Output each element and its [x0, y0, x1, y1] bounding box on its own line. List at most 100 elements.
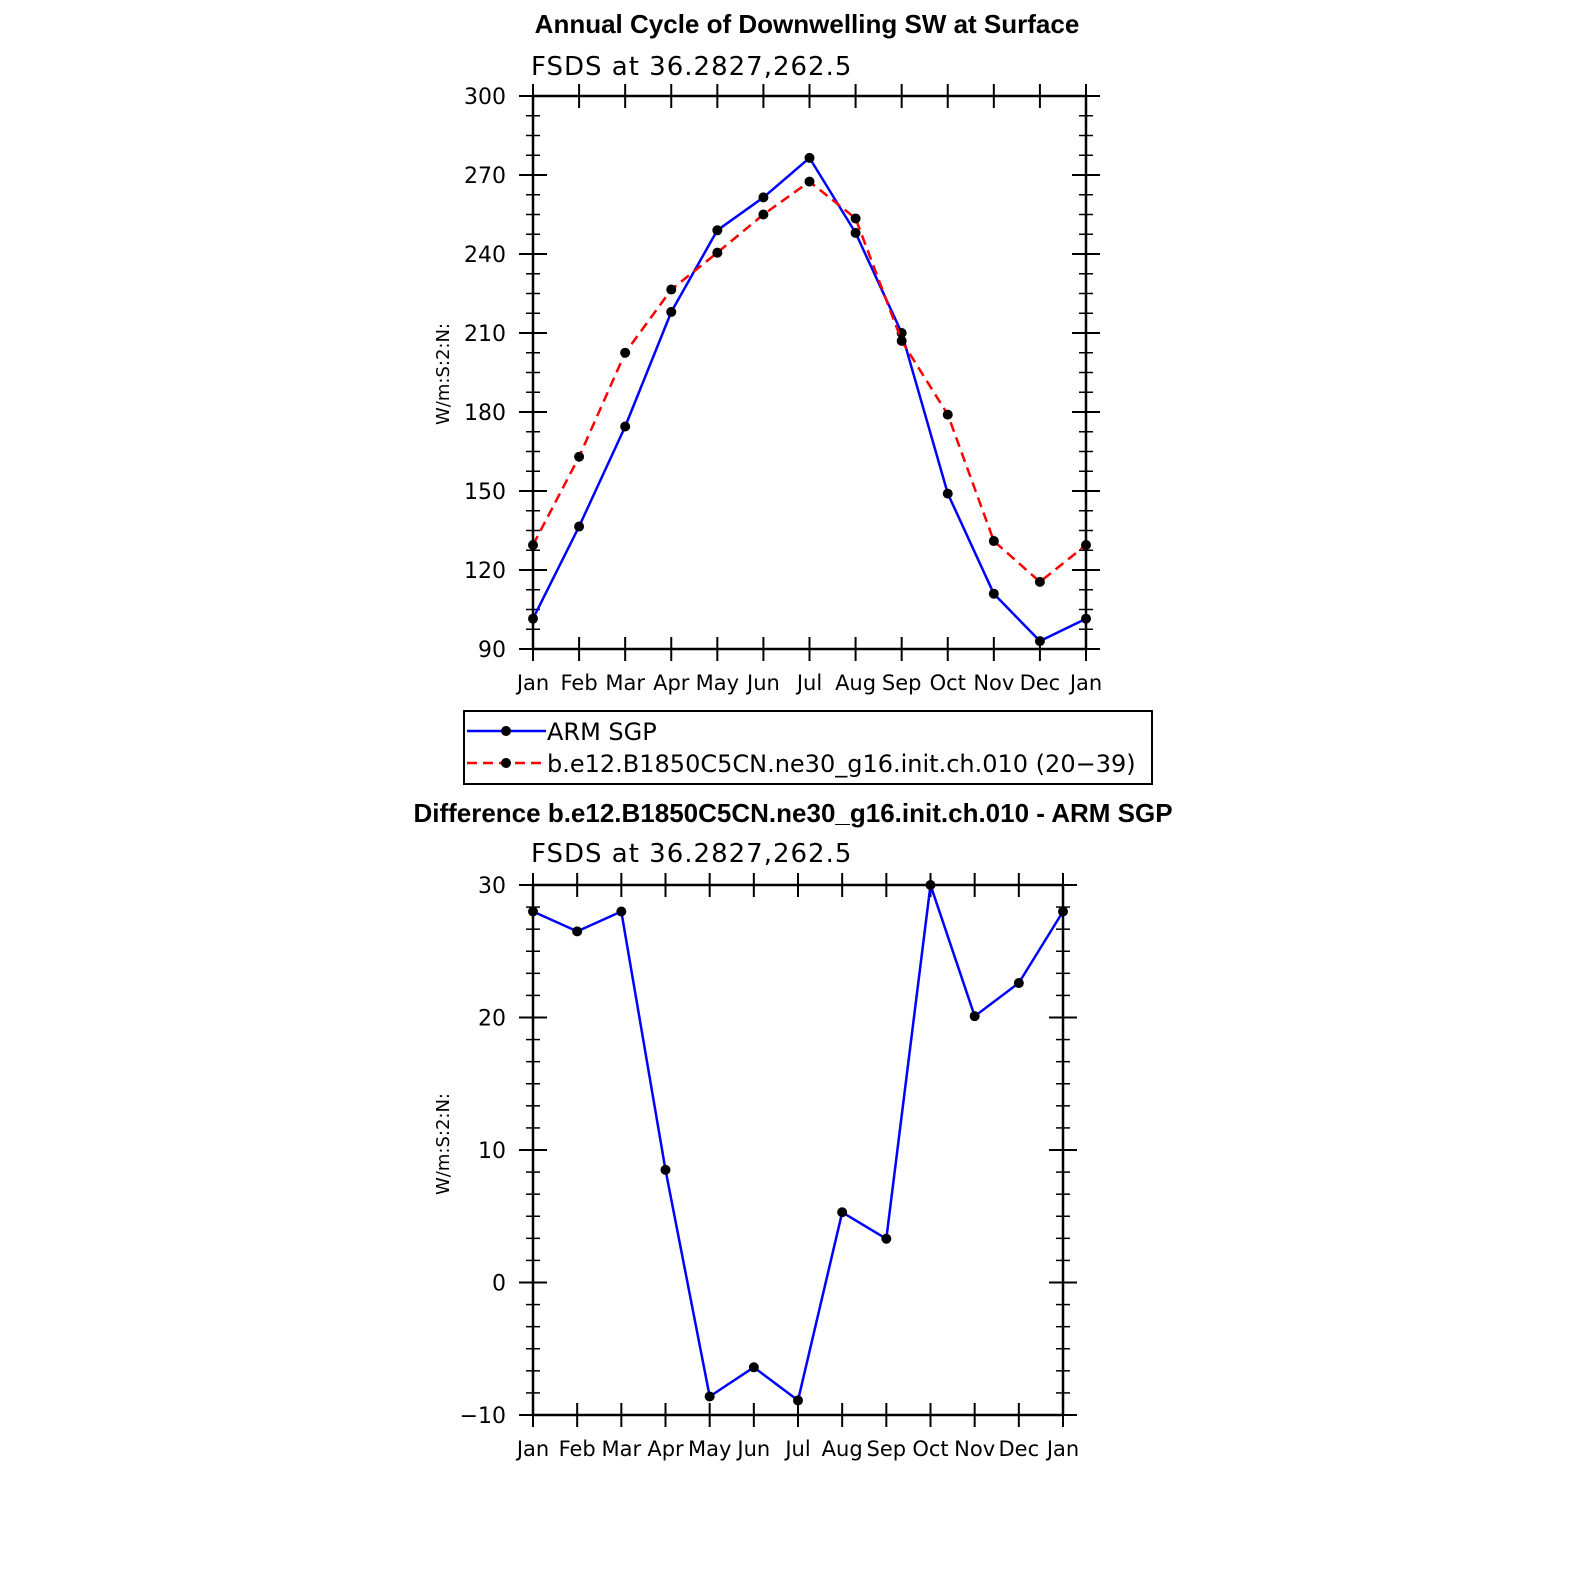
x-tick-label: Apr — [647, 1437, 684, 1461]
y-axis-label: W/m:S:2:N: — [433, 323, 454, 425]
x-tick-labels: Jan Feb Mar Apr May Jun Jul Aug Sep Oct Nov Dec Jan — [515, 1437, 1079, 1461]
axes-frame — [531, 883, 1065, 1417]
difference-chart: Difference b.e12.B1850C5CN.ne30_g16.init… — [413, 798, 1172, 1461]
y-tick-label: 180 — [464, 401, 506, 426]
data-point — [988, 536, 999, 547]
y-tick-label: 30 — [478, 874, 506, 899]
x-tick-label: Jan — [1068, 671, 1102, 695]
y-tick-label: 300 — [464, 85, 506, 110]
series-line-0 — [531, 156, 1087, 643]
data-point — [804, 176, 815, 187]
series-line-0 — [532, 883, 1065, 1402]
x-tick-label: Jan — [515, 671, 549, 695]
data-point — [793, 1395, 803, 1406]
data-point — [1058, 906, 1068, 917]
data-point — [528, 539, 538, 550]
data-point — [572, 926, 583, 937]
y-tick-label: 20 — [478, 1007, 506, 1032]
data-point — [804, 152, 815, 163]
data-point — [850, 227, 861, 238]
x-tick-label: May — [696, 671, 739, 695]
x-tick-label: Sep — [882, 671, 922, 695]
x-tick-label: Nov — [954, 1437, 995, 1461]
data-point — [704, 1391, 715, 1402]
data-point — [969, 1011, 980, 1022]
y-tick-label: 10 — [478, 1139, 506, 1164]
data-point — [574, 451, 585, 462]
annual-cycle-chart: Annual Cycle of Downwelling SW at Surfac… — [433, 9, 1102, 695]
axis-ticks — [519, 873, 1077, 1427]
x-tick-label: Jun — [745, 671, 780, 695]
chart-title: Difference b.e12.B1850C5CN.ne30_g16.init… — [413, 798, 1172, 828]
data-point — [758, 192, 769, 203]
x-tick-label: Nov — [973, 671, 1014, 695]
x-tick-label: Jun — [735, 1437, 770, 1461]
legend: ARM SGP b.e12.B1850C5CN.ne30_g16.init.ch… — [463, 710, 1153, 785]
x-tick-label: Feb — [559, 1437, 596, 1461]
data-point — [942, 488, 953, 499]
data-point — [712, 247, 723, 258]
data-series — [528, 152, 1091, 647]
x-tick-label: Jul — [783, 1437, 810, 1461]
legend-label-arm-sgp: ARM SGP — [547, 718, 657, 746]
data-point — [528, 906, 538, 917]
y-tick-label: 0 — [492, 1272, 506, 1297]
x-tick-label: May — [688, 1437, 731, 1461]
x-tick-label: Dec — [1020, 671, 1061, 695]
data-point — [666, 306, 677, 317]
data-point — [712, 225, 723, 236]
y-tick-label: 240 — [464, 243, 506, 268]
data-point — [942, 409, 953, 420]
axis-ticks — [519, 84, 1100, 661]
y-tick-label: 150 — [464, 480, 506, 505]
chart-subtitle: FSDS at 36.2827,262.5 — [531, 52, 852, 82]
data-point — [837, 1207, 848, 1218]
x-tick-label: Aug — [835, 671, 876, 695]
data-point — [1081, 539, 1091, 550]
y-tick-label: 120 — [464, 559, 506, 584]
chart-title: Annual Cycle of Downwelling SW at Surfac… — [535, 9, 1080, 39]
data-point — [620, 421, 631, 432]
data-point — [850, 213, 861, 224]
data-point — [666, 284, 677, 295]
series-line-1 — [531, 180, 1087, 584]
data-point — [1034, 576, 1045, 587]
y-tick-labels: 90 120 150 180 210 240 270 300 — [464, 85, 506, 663]
data-point — [896, 335, 907, 346]
plot-frame — [531, 883, 1065, 1417]
data-point — [660, 1164, 671, 1175]
x-tick-label: Jan — [1045, 1437, 1079, 1461]
legend-marker-arm-sgp — [501, 726, 511, 736]
data-series — [528, 880, 1068, 1406]
x-tick-labels: Jan Feb Mar Apr May Jun Jul Aug Sep Oct Nov Dec Jan — [515, 671, 1102, 695]
data-point — [616, 906, 627, 917]
y-tick-labels: −10 0 10 20 30 — [460, 874, 506, 1429]
data-point — [1081, 613, 1091, 624]
x-tick-label: Mar — [602, 1437, 642, 1461]
x-tick-label: Jan — [515, 1437, 549, 1461]
data-point — [1013, 978, 1024, 989]
data-point — [896, 328, 907, 338]
data-point — [1034, 636, 1045, 647]
x-tick-label: Mar — [605, 671, 645, 695]
legend-label-model: b.e12.B1850C5CN.ne30_g16.init.ch.010 (20… — [547, 750, 1136, 778]
x-tick-label: Dec — [999, 1437, 1040, 1461]
legend-marker-model — [501, 758, 511, 768]
x-tick-label: Aug — [822, 1437, 863, 1461]
data-point — [925, 880, 936, 890]
data-point — [620, 347, 631, 358]
y-tick-label: 90 — [478, 638, 506, 663]
x-tick-label: Apr — [653, 671, 690, 695]
chart-subtitle: FSDS at 36.2827,262.5 — [531, 839, 852, 869]
y-tick-label: 210 — [464, 322, 506, 347]
x-tick-label: Sep — [867, 1437, 907, 1461]
legend-box — [463, 710, 1153, 785]
data-point — [758, 209, 769, 220]
y-axis-label: W/m:S:2:N: — [433, 1093, 454, 1195]
y-tick-label: 270 — [464, 164, 506, 189]
y-tick-label: −10 — [460, 1404, 506, 1429]
data-point — [988, 588, 999, 599]
data-point — [574, 521, 585, 532]
data-point — [881, 1233, 892, 1244]
